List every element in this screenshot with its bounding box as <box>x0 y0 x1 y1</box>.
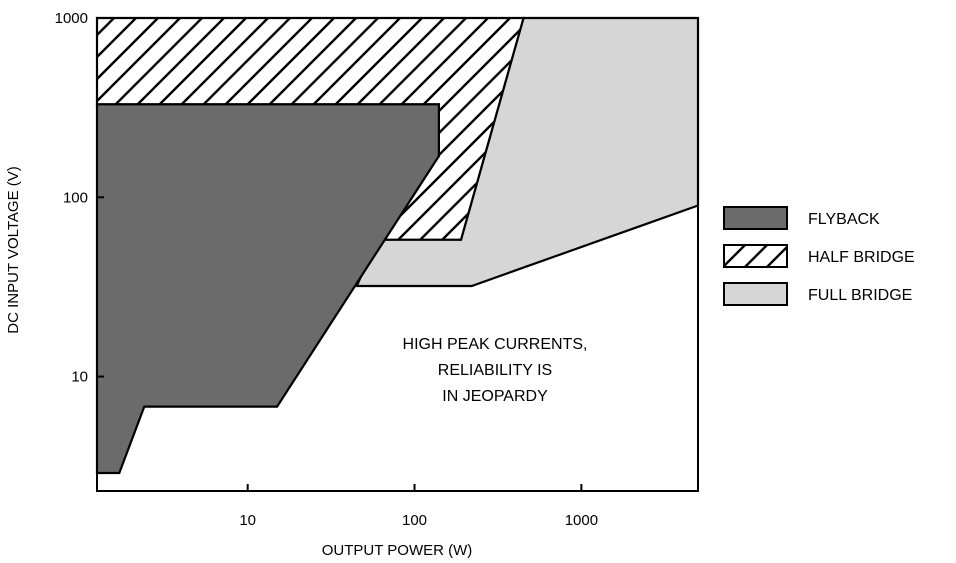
region-flyback <box>95 103 440 475</box>
legend-swatch-full-bridge <box>723 282 788 306</box>
x-axis-title: OUTPUT POWER (W) <box>322 542 473 559</box>
x-ticks: 10 100 1000 <box>239 484 598 529</box>
y-axis-title: DC INPUT VOLTAGE (V) <box>5 166 22 334</box>
legend-swatch-flyback <box>723 206 788 230</box>
x-tick-label: 10 <box>239 512 256 529</box>
plot-frame <box>96 17 699 492</box>
annotation-line: IN JEOPARDY <box>442 388 548 405</box>
y-tick-label: 10 <box>71 369 88 386</box>
legend: FLYBACK HALF BRIDGE FULL BRIDGE <box>723 206 915 306</box>
legend-label-half-bridge: HALF BRIDGE <box>808 249 915 266</box>
y-ticks: 10 100 1000 <box>55 10 104 386</box>
legend-label-flyback: FLYBACK <box>808 211 880 228</box>
annotation: HIGH PEAK CURRENTS, RELIABILITY IS IN JEOP… <box>403 336 588 405</box>
y-tick-label: 100 <box>63 189 88 206</box>
x-tick-label: 100 <box>402 512 427 529</box>
annotation-line: HIGH PEAK CURRENTS, <box>403 336 588 353</box>
legend-swatch-half-bridge <box>723 244 788 268</box>
axes <box>96 17 699 492</box>
y-tick-label: 1000 <box>55 10 88 27</box>
regions <box>95 16 700 475</box>
legend-label-full-bridge: FULL BRIDGE <box>808 287 912 304</box>
annotation-line: RELIABILITY IS <box>438 362 552 379</box>
x-tick-label: 1000 <box>565 512 598 529</box>
